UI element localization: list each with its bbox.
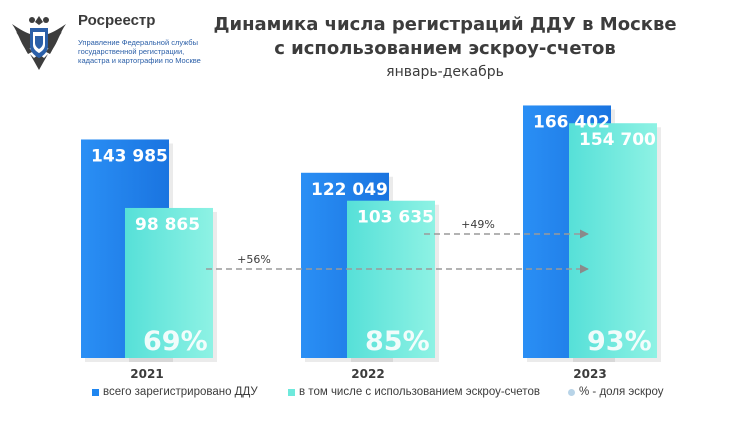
share-label-2023: 93% [587, 326, 652, 357]
data-label-total-2021: 143 985 [91, 146, 168, 166]
legend-swatch-escrow [288, 388, 295, 396]
chart-title-line-1: Динамика числа регистраций ДДУ в Москве [213, 14, 677, 35]
bar-escrow-2023 [569, 123, 657, 358]
data-label-escrow-2021: 98 865 [135, 215, 200, 235]
bar-escrow-2022 [347, 200, 435, 358]
legend-label-total: всего зарегистрировано ДДУ [103, 386, 258, 398]
legend-item-total: всего зарегистрировано ДДУ [92, 386, 258, 398]
bar-escrow-2021 [125, 207, 213, 358]
data-label-escrow-2023: 154 700 [579, 130, 656, 150]
legend-item-share: % - доля эскроу [568, 386, 664, 398]
share-label-2021: 69% [143, 326, 208, 357]
tick-label-2023: 2023 [573, 367, 606, 381]
legend-item-escrow: в том числе с использованием эскроу-счет… [288, 386, 540, 398]
bar-chart: 143 985 98 865 69% 2021 122 049 103 635 85% 202… [81, 105, 661, 381]
growth-label-2021-2023: +56% [237, 253, 271, 266]
data-label-total-2022: 122 049 [311, 180, 388, 200]
chart-subtitle: январь-декабрь [386, 64, 504, 80]
org-name: Росреестр [78, 12, 156, 29]
chart-title-line-2: с использованием эскроу-счетов [274, 38, 616, 59]
legend-label-escrow: в том числе с использованием эскроу-счет… [299, 386, 540, 398]
legend-swatch-share [568, 388, 575, 396]
chart-legend: всего зарегистрировано ДДУ в том числе с… [92, 386, 732, 406]
org-subtitle: Управление Федеральной службы государств… [78, 38, 201, 65]
tick-label-2021: 2021 [130, 367, 163, 381]
data-label-escrow-2022: 103 635 [357, 208, 434, 228]
logo-block: Росреестр Управление Федеральной службы … [8, 10, 218, 80]
legend-label-share: % - доля эскроу [579, 386, 664, 398]
growth-label-2022-2023: +49% [461, 218, 495, 231]
legend-swatch-total [92, 388, 99, 396]
tick-label-2022: 2022 [351, 367, 384, 381]
share-label-2022: 85% [365, 326, 430, 357]
data-label-total-2023: 166 402 [533, 112, 610, 132]
eagle-emblem-icon [12, 16, 66, 70]
